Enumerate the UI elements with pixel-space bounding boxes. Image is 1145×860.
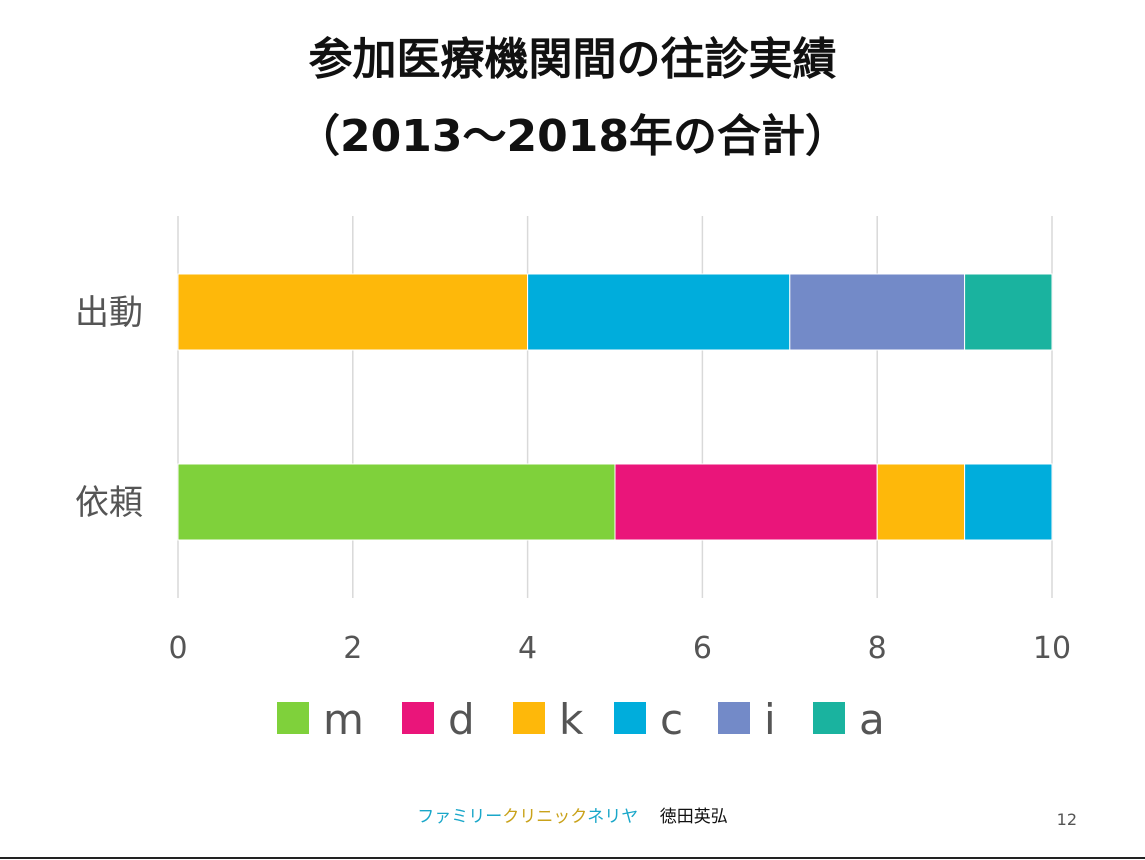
x-tick-label: 10 — [1033, 631, 1071, 666]
x-tick-label: 2 — [343, 631, 362, 666]
legend-label: m — [323, 695, 364, 744]
legend-swatch-a — [813, 702, 845, 734]
bar-segment-m — [177, 463, 616, 541]
category-label: 出動 — [75, 293, 143, 333]
bar-segment-c — [527, 273, 791, 351]
bar-segment-i — [789, 273, 966, 351]
legend-swatch-c — [614, 702, 646, 734]
legend-label: a — [859, 695, 885, 744]
bar-segment-a — [964, 273, 1053, 351]
legend-label: d — [448, 695, 475, 744]
footer-author: 徳田英弘 — [659, 807, 728, 827]
legend-label: i — [764, 695, 776, 744]
chart-title-line-1: 参加医療機関間の往診実績 — [308, 34, 837, 85]
footer: ファミリークリニックネリヤ 徳田英弘 — [0, 802, 1145, 827]
bar-segment-c — [964, 463, 1053, 541]
legend-swatch-k — [513, 702, 545, 734]
x-tick-label: 0 — [168, 631, 187, 666]
footer-brand-part2: クリニック — [502, 807, 588, 827]
x-tick-label: 6 — [693, 631, 712, 666]
footer-brand-part3: ネリヤ — [587, 807, 639, 827]
legend-label: k — [559, 695, 584, 744]
bottom-rule — [0, 857, 1145, 859]
legend-label: c — [660, 695, 683, 744]
x-tick-label: 8 — [868, 631, 887, 666]
chart-title-line-2: （2013～2018年の合計） — [296, 111, 849, 162]
category-label: 依頼 — [75, 483, 143, 523]
bar-segment-d — [614, 463, 878, 541]
page-number: 12 — [1056, 810, 1077, 829]
legend-swatch-d — [402, 702, 434, 734]
x-tick-label: 4 — [518, 631, 537, 666]
bar-segment-k — [876, 463, 966, 541]
legend-swatch-m — [277, 702, 309, 734]
bar-segment-k — [177, 273, 529, 351]
footer-brand-part1: ファミリー — [417, 807, 503, 827]
legend-swatch-i — [718, 702, 750, 734]
